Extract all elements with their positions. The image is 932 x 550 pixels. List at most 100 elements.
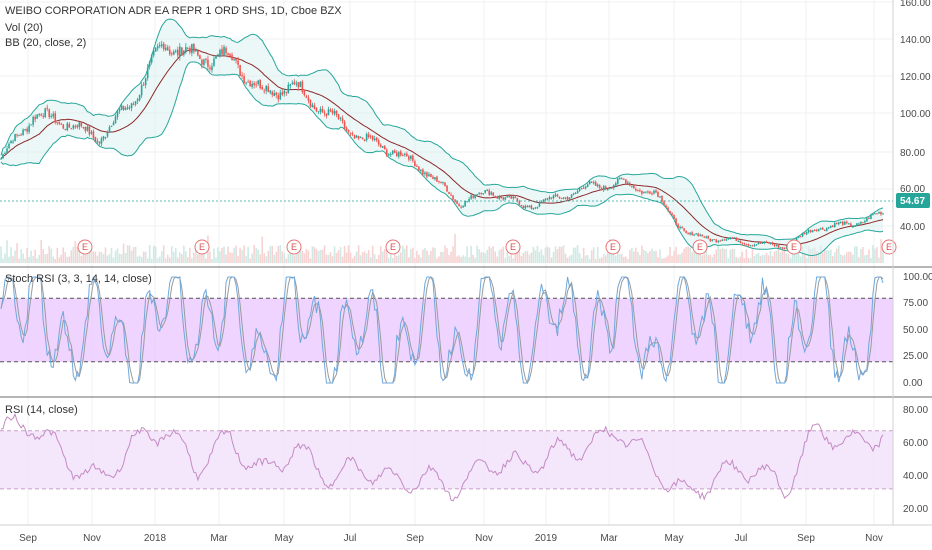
candle-body [428, 174, 430, 177]
volume-bar [771, 256, 774, 263]
volume-bar [209, 251, 211, 263]
candle-body [233, 59, 235, 61]
candle-body [92, 131, 95, 138]
volume-bar [460, 256, 462, 263]
candle-body [42, 115, 44, 117]
rsi-indicator-label[interactable]: RSI (14, close) [5, 404, 78, 416]
volume-bar [448, 255, 450, 263]
stoch-axis[interactable]: 100.00 75.00 50.00 25.00 0.00 [903, 272, 932, 389]
volume-bar [498, 250, 501, 263]
candle-body [858, 223, 860, 225]
volume-bar [496, 256, 499, 263]
candle-body [844, 221, 846, 225]
volume-bar [745, 249, 748, 263]
volume-bar [831, 256, 834, 263]
candle-body [162, 43, 165, 50]
candle-body [823, 230, 826, 232]
time-tick: 2019 [535, 533, 558, 544]
volume-bar [554, 246, 557, 263]
rsi-tick: 40.00 [903, 471, 928, 482]
volume-bar [203, 248, 205, 263]
volume-bar [793, 248, 796, 263]
volume-bar [183, 245, 185, 263]
candle-body [333, 111, 336, 114]
volume-bar [486, 249, 489, 263]
volume-bar [355, 251, 358, 263]
candle-body [225, 47, 227, 54]
volume-bar [14, 250, 16, 263]
candle-body [389, 154, 392, 156]
volume-bar [679, 254, 681, 263]
volume-bar [10, 247, 12, 263]
bollinger-indicator-label[interactable]: BB (20, close, 2) [5, 37, 86, 49]
volume-bar [747, 257, 750, 263]
volume-bar [2, 258, 4, 263]
rsi-tick: 60.00 [903, 438, 928, 449]
candle-body [498, 196, 501, 200]
volume-bar [86, 251, 89, 263]
candle-body [548, 197, 551, 200]
candle-body [291, 82, 294, 84]
volume-bar [62, 247, 65, 263]
candle-body [132, 104, 135, 106]
volume-bar [46, 254, 49, 263]
candle-body [809, 230, 812, 233]
volume-bar [635, 247, 637, 263]
earnings-marker-label: E [390, 242, 396, 252]
candle-body [687, 232, 689, 235]
stoch-tick: 75.00 [903, 298, 928, 309]
volume-bar [199, 250, 201, 263]
volume-bar [152, 245, 155, 263]
volume-bar [267, 250, 270, 263]
candle-body [245, 82, 247, 84]
candle-body [751, 245, 754, 247]
volume-bar [450, 251, 452, 263]
rsi-layer [0, 413, 884, 502]
volume-bar [723, 248, 726, 263]
candle-body [506, 196, 509, 198]
volume-bar [482, 252, 484, 263]
candle-body [4, 153, 6, 155]
price-axis[interactable]: 160.00 140.00 120.00 100.00 80.00 60.00 … [900, 0, 931, 233]
candle-body [711, 239, 714, 242]
stoch-rsi-indicator-label[interactable]: Stoch RSI (3, 3, 14, 14, close) [5, 273, 152, 285]
time-axis[interactable]: Sep Nov 2018 Mar May Jul Sep Nov 2019 Mar May Jul Se… [19, 533, 883, 544]
candle-body [663, 201, 665, 206]
volume-bar [526, 251, 529, 263]
candle-body [38, 114, 40, 116]
volume-bar [835, 248, 838, 263]
candle-body [532, 208, 535, 210]
candle-body [259, 79, 261, 88]
volume-bar [614, 255, 617, 263]
volume-bar [30, 250, 32, 263]
volume-bar [500, 248, 503, 263]
volume-bar [528, 254, 531, 263]
time-tick: May [665, 533, 684, 544]
volume-bar [305, 249, 308, 263]
volume-bar [456, 256, 458, 263]
volume-bar [377, 255, 380, 263]
volume-bar [711, 256, 714, 263]
volume-bar [58, 257, 61, 263]
volume-bar [239, 248, 241, 263]
candle-body [709, 238, 712, 241]
candle-body [223, 46, 225, 56]
volume-bar [170, 246, 173, 263]
volume-bar [295, 253, 298, 263]
volume-bar [434, 247, 436, 263]
rsi-axis[interactable]: 80.00 60.00 40.00 20.00 [903, 405, 928, 515]
volume-bar [840, 254, 842, 263]
volume-bar [619, 254, 621, 263]
candle-body [96, 141, 99, 143]
candle-body [500, 196, 503, 199]
volume-bar [683, 248, 685, 263]
candle-body [558, 196, 561, 199]
volume-bar [373, 254, 376, 263]
candle-body [273, 93, 276, 96]
candle-body [207, 59, 209, 67]
candle-body [104, 137, 107, 139]
volume-indicator-label[interactable]: Vol (20) [5, 22, 43, 34]
volume-bar [799, 256, 802, 263]
